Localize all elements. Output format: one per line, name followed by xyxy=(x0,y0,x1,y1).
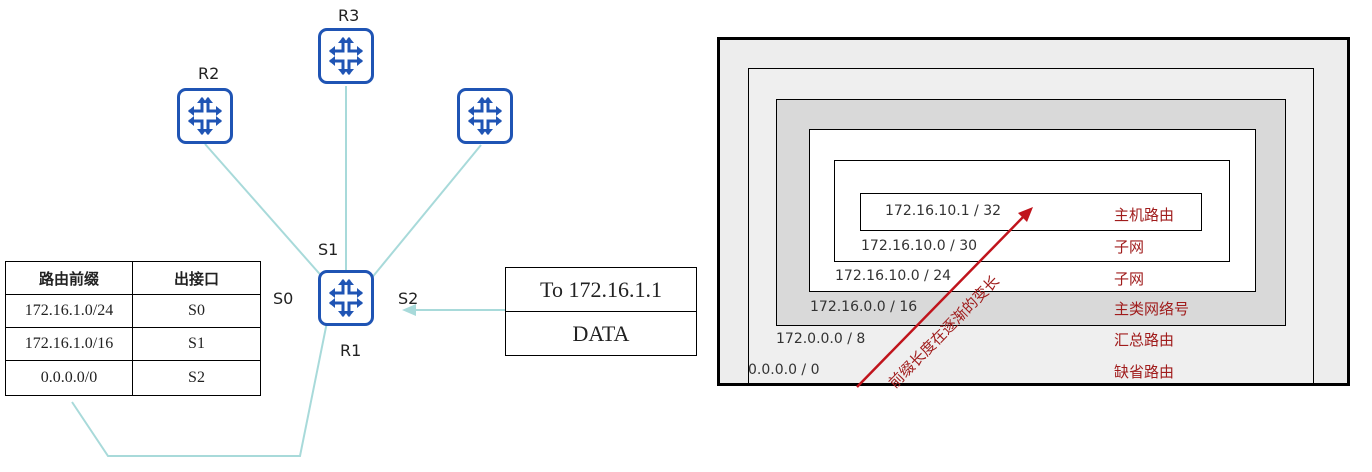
arrow-label: 前缀长度在逐渐的变长 xyxy=(885,272,1003,392)
category-label: 主类网络号 xyxy=(1114,300,1190,318)
prefix-label: 0.0.0.0 / 0 xyxy=(748,362,820,378)
link-r1-table xyxy=(71,321,328,457)
category-label: 缺省路由 xyxy=(1114,363,1175,381)
interface-cell: S0 xyxy=(132,294,261,328)
category-label: 主机路由 xyxy=(1114,206,1175,224)
interface-cell: S1 xyxy=(132,327,261,361)
column-header-interface: 出接口 xyxy=(132,261,261,295)
table-row: 0.0.0.0/0 S2 xyxy=(5,360,261,396)
prefix-label: 172.16.10.1 / 32 xyxy=(885,203,1002,219)
network-links xyxy=(71,86,505,457)
prefix-cell: 172.16.1.0/16 xyxy=(5,327,133,361)
packet-arrow-head xyxy=(402,304,416,316)
router-r4[interactable] xyxy=(457,88,513,144)
packet: To 172.16.1.1 DATA xyxy=(505,267,697,356)
column-header-prefix: 路由前缀 xyxy=(5,261,133,295)
category-label: 子网 xyxy=(1114,270,1145,288)
interface-label-s0: S0 xyxy=(273,289,294,308)
packet-header: To 172.16.1.1 xyxy=(540,277,662,302)
interface-label-s2: S2 xyxy=(398,289,419,308)
category-label: 子网 xyxy=(1114,238,1145,256)
packet-payload: DATA xyxy=(506,311,696,355)
arrow-head xyxy=(1018,207,1033,222)
prefix-cell: 0.0.0.0/0 xyxy=(5,360,133,396)
router-label-r2: R2 xyxy=(198,64,220,83)
prefix-cell: 172.16.1.0/24 xyxy=(5,294,133,328)
prefix-label: 172.16.0.0 / 16 xyxy=(810,299,918,315)
router-icon xyxy=(329,279,363,317)
prefix-length-arrow: 前缀长度在逐渐的变长 xyxy=(856,207,1033,392)
interface-label-s1: S1 xyxy=(318,240,339,259)
link-r1-r2 xyxy=(204,143,326,281)
router-icon xyxy=(329,37,363,75)
router-label-r1: R1 xyxy=(340,341,362,360)
link-r1-r4 xyxy=(369,144,482,281)
prefix-label: 172.16.10.0 / 30 xyxy=(861,238,978,254)
prefix-label: 172.0.0.0 / 8 xyxy=(776,331,866,347)
prefix-label: 172.16.10.0 / 24 xyxy=(835,268,952,284)
routing-table: 路由前缀 出接口 172.16.1.0/24 S0 172.16.1.0/16 … xyxy=(5,261,261,396)
table-row: 172.16.1.0/24 S0 xyxy=(5,294,261,328)
router-label-r3: R3 xyxy=(338,6,360,25)
router-r2[interactable] xyxy=(177,88,233,144)
table-row: 172.16.1.0/16 S1 xyxy=(5,327,261,361)
router-icon xyxy=(188,97,222,135)
category-label: 汇总路由 xyxy=(1114,331,1175,349)
interface-cell: S2 xyxy=(132,360,261,396)
arrow-line xyxy=(856,212,1028,388)
router-r3[interactable] xyxy=(318,28,374,84)
router-r1[interactable] xyxy=(318,270,374,326)
table-header-row: 路由前缀 出接口 xyxy=(5,261,261,295)
router-icon xyxy=(468,97,502,135)
